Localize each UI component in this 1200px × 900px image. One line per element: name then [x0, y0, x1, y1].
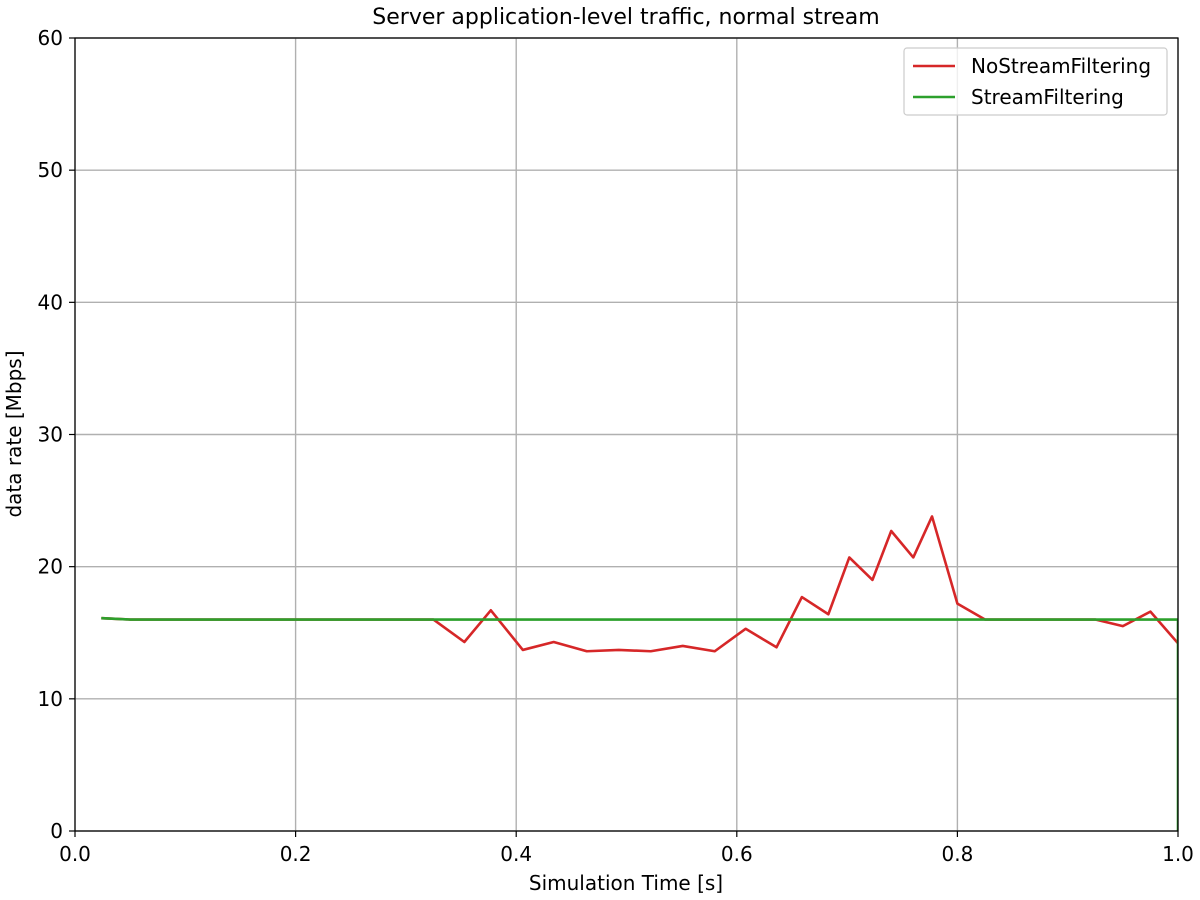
- x-tick-label: 0.8: [941, 842, 973, 866]
- x-tick-label: 1.0: [1162, 842, 1194, 866]
- x-axis-label: Simulation Time [s]: [529, 871, 723, 895]
- plot-area: [101, 515, 1178, 831]
- legend-label-streamfiltering: StreamFiltering: [971, 85, 1124, 109]
- y-tick-label: 60: [38, 26, 63, 50]
- series-layer: [101, 515, 1178, 831]
- legend: NoStreamFiltering StreamFiltering: [903, 47, 1168, 116]
- x-axis-ticks: 0.0 0.2 0.4 0.6 0.8 1.0: [59, 831, 1194, 866]
- y-tick-label: 50: [38, 158, 63, 182]
- y-tick-label: 40: [38, 290, 63, 314]
- legend-label-nostreamfiltering: NoStreamFiltering: [971, 54, 1151, 78]
- x-tick-label: 0.4: [500, 842, 532, 866]
- y-axis-label: data rate [Mbps]: [2, 350, 26, 517]
- x-tick-label: 0.0: [59, 842, 91, 866]
- y-tick-label: 30: [38, 423, 63, 447]
- y-axis-ticks: 0 10 20 30 40 50 60: [38, 26, 75, 843]
- legend-box: [903, 47, 1168, 116]
- y-tick-label: 0: [50, 819, 63, 843]
- series-line-streamfiltering: [101, 616, 1178, 831]
- x-tick-label: 0.2: [280, 842, 312, 866]
- chart-title: Server application-level traffic, normal…: [372, 5, 879, 30]
- y-tick-label: 10: [38, 687, 63, 711]
- y-tick-label: 20: [38, 555, 63, 579]
- x-tick-label: 0.6: [721, 842, 753, 866]
